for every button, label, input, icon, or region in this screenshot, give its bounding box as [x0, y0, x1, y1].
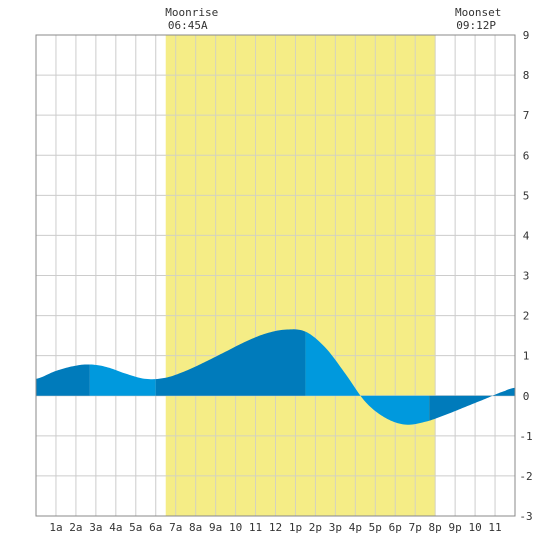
moonrise-time: 06:45A [168, 19, 208, 32]
x-tick-label: 6p [389, 521, 402, 534]
x-tick-label: 2a [69, 521, 82, 534]
tide-band [36, 364, 90, 396]
y-axis-ticks: -3 -2 -1 0 1 2 3 4 5 6 7 8 9 [519, 29, 532, 523]
x-tick-label: 4p [349, 521, 362, 534]
y-tick-label: 8 [523, 69, 530, 82]
x-tick-label: 12 [269, 521, 282, 534]
plot-frame [35, 34, 516, 517]
x-tick-label: 7a [169, 521, 182, 534]
y-tick-label: -2 [519, 470, 532, 483]
x-tick-label: 10 [468, 521, 481, 534]
x-axis-ticks: 1a 2a 3a 4a 5a 6a 7a 8a 9a 10 11 12 1p 2p 3p 4p 5p 6p 7p 8p… [49, 521, 501, 534]
x-tick-label: 5p [369, 521, 382, 534]
x-tick-label: 1a [49, 521, 62, 534]
x-tick-label: 11 [488, 521, 501, 534]
y-tick-label: 5 [523, 189, 530, 202]
tide-area [36, 329, 515, 425]
x-tick-label: 3a [89, 521, 102, 534]
y-tick-label: 7 [523, 109, 530, 122]
x-tick-label: 3p [329, 521, 342, 534]
y-tick-label: -3 [519, 510, 532, 523]
y-tick-label: 4 [523, 229, 530, 242]
tide-band [89, 364, 156, 396]
x-tick-label: 7p [409, 521, 422, 534]
moonset-time: 09:12P [456, 19, 496, 32]
y-tick-label: 0 [523, 390, 530, 403]
x-tick-label: 5a [129, 521, 142, 534]
y-tick-label: 2 [523, 310, 530, 323]
y-tick-label: 9 [523, 29, 530, 42]
y-tick-label: -1 [519, 430, 532, 443]
grid-overlay [165, 35, 436, 516]
y-tick-label: 6 [523, 149, 530, 162]
x-tick-label: 11 [249, 521, 262, 534]
moonset-label: Moonset [455, 6, 501, 19]
x-tick-label: 6a [149, 521, 162, 534]
tide-band [429, 387, 515, 421]
y-tick-label: 1 [523, 350, 530, 363]
x-tick-label: 9p [449, 521, 462, 534]
x-tick-label: 9a [209, 521, 222, 534]
x-tick-label: 1p [289, 521, 302, 534]
y-tick-label: 3 [523, 270, 530, 283]
moonrise-label: Moonrise [165, 6, 218, 19]
x-tick-label: 4a [109, 521, 122, 534]
x-tick-label: 10 [229, 521, 242, 534]
x-tick-label: 8p [429, 521, 442, 534]
x-tick-label: 2p [309, 521, 322, 534]
x-tick-label: 8a [189, 521, 202, 534]
tide-band [155, 329, 306, 396]
tide-band [305, 331, 430, 425]
